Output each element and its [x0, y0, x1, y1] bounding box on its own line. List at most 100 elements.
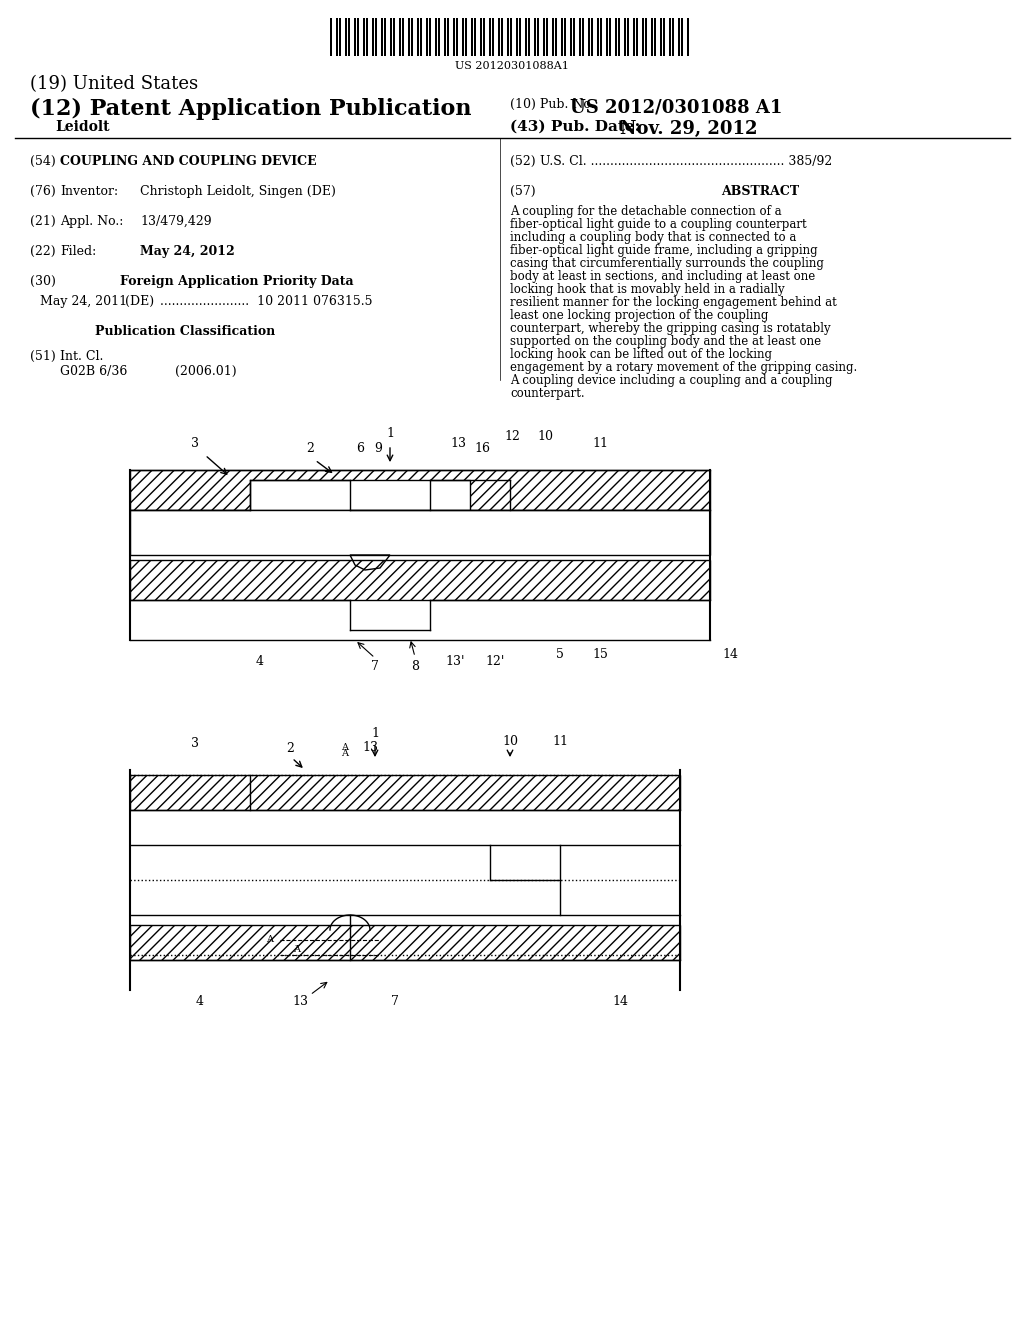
Bar: [615, 18, 616, 55]
Text: (57): (57): [510, 185, 536, 198]
Bar: [399, 18, 400, 55]
Text: 13: 13: [450, 437, 466, 450]
Text: (54): (54): [30, 154, 55, 168]
Text: Foreign Application Priority Data: Foreign Application Priority Data: [120, 275, 353, 288]
Text: (12) Patent Application Publication: (12) Patent Application Publication: [30, 98, 471, 120]
Bar: [444, 18, 445, 55]
Bar: [372, 18, 374, 55]
Bar: [507, 18, 509, 55]
Text: least one locking projection of the coupling: least one locking projection of the coup…: [510, 309, 768, 322]
Text: 3: 3: [191, 737, 199, 750]
Bar: [130, 560, 710, 601]
Text: U.S. Cl. .................................................. 385/92: U.S. Cl. ...............................…: [540, 154, 833, 168]
Text: Christoph Leidolt, Singen (DE): Christoph Leidolt, Singen (DE): [140, 185, 336, 198]
Bar: [489, 18, 490, 55]
Text: (2006.01): (2006.01): [175, 366, 237, 378]
Text: Nov. 29, 2012: Nov. 29, 2012: [620, 120, 758, 139]
Text: (52): (52): [510, 154, 536, 168]
Text: May 24, 2011: May 24, 2011: [40, 294, 127, 308]
Text: 1: 1: [386, 426, 394, 440]
Text: 4: 4: [196, 995, 204, 1008]
Text: (19) United States: (19) United States: [30, 75, 198, 92]
Bar: [669, 18, 671, 55]
Text: 6: 6: [356, 442, 364, 455]
Bar: [546, 18, 548, 55]
Bar: [438, 18, 439, 55]
Text: Int. Cl.: Int. Cl.: [60, 350, 103, 363]
Bar: [552, 18, 554, 55]
Text: Leidolt: Leidolt: [55, 120, 110, 135]
Text: body at least in sections, and including at least one: body at least in sections, and including…: [510, 271, 815, 282]
Bar: [687, 18, 689, 55]
Bar: [543, 18, 545, 55]
Bar: [429, 18, 431, 55]
Text: Filed:: Filed:: [60, 246, 96, 257]
Bar: [339, 18, 341, 55]
Text: Inventor:: Inventor:: [60, 185, 118, 198]
Bar: [555, 18, 557, 55]
Bar: [564, 18, 566, 55]
Bar: [501, 18, 503, 55]
Text: A̅: A̅: [294, 945, 300, 954]
Bar: [642, 18, 644, 55]
Bar: [250, 480, 470, 510]
Bar: [516, 18, 518, 55]
Text: locking hook that is movably held in a radially: locking hook that is movably held in a r…: [510, 282, 784, 296]
Text: 15: 15: [592, 648, 608, 661]
Text: G02B 6/36: G02B 6/36: [60, 366, 127, 378]
Text: 9: 9: [374, 442, 382, 455]
Text: ABSTRACT: ABSTRACT: [721, 185, 799, 198]
Bar: [492, 18, 494, 55]
Text: 7: 7: [391, 995, 399, 1008]
Bar: [561, 18, 563, 55]
Bar: [330, 18, 332, 55]
Text: 10: 10: [537, 430, 553, 444]
Bar: [663, 18, 665, 55]
Text: 11: 11: [552, 735, 568, 748]
Bar: [591, 18, 593, 55]
Text: 14: 14: [612, 995, 628, 1008]
Text: US 2012/0301088 A1: US 2012/0301088 A1: [570, 98, 782, 116]
Text: A: A: [341, 743, 348, 752]
Text: (76): (76): [30, 185, 55, 198]
Bar: [624, 18, 626, 55]
Bar: [582, 18, 584, 55]
Bar: [651, 18, 653, 55]
Bar: [130, 470, 710, 510]
Bar: [354, 18, 355, 55]
Bar: [633, 18, 635, 55]
Bar: [609, 18, 610, 55]
Bar: [498, 18, 500, 55]
Text: 10: 10: [502, 735, 518, 748]
Bar: [453, 18, 455, 55]
Bar: [402, 18, 403, 55]
Text: locking hook can be lifted out of the locking: locking hook can be lifted out of the lo…: [510, 348, 772, 360]
Text: casing that circumferentially surrounds the coupling: casing that circumferentially surrounds …: [510, 257, 824, 271]
Bar: [534, 18, 536, 55]
Text: 12': 12': [485, 655, 505, 668]
Text: 14: 14: [722, 648, 738, 661]
Text: (22): (22): [30, 246, 55, 257]
Text: resilient manner for the locking engagement behind at: resilient manner for the locking engagem…: [510, 296, 837, 309]
Bar: [660, 18, 662, 55]
Bar: [681, 18, 683, 55]
Text: 16: 16: [474, 442, 490, 455]
Bar: [362, 18, 365, 55]
Bar: [528, 18, 529, 55]
Bar: [130, 775, 680, 810]
Text: (30): (30): [30, 275, 56, 288]
Bar: [456, 18, 458, 55]
Text: 13: 13: [362, 741, 378, 754]
Text: COUPLING AND COUPLING DEVICE: COUPLING AND COUPLING DEVICE: [60, 154, 316, 168]
Bar: [465, 18, 467, 55]
Text: 7: 7: [371, 660, 379, 673]
Bar: [480, 18, 482, 55]
Text: Publication Classification: Publication Classification: [95, 325, 275, 338]
Bar: [537, 18, 539, 55]
Bar: [570, 18, 571, 55]
Bar: [408, 18, 410, 55]
Bar: [447, 18, 449, 55]
Text: (21): (21): [30, 215, 55, 228]
Text: A coupling for the detachable connection of a: A coupling for the detachable connection…: [510, 205, 781, 218]
Text: fiber-optical light guide frame, including a gripping: fiber-optical light guide frame, includi…: [510, 244, 817, 257]
